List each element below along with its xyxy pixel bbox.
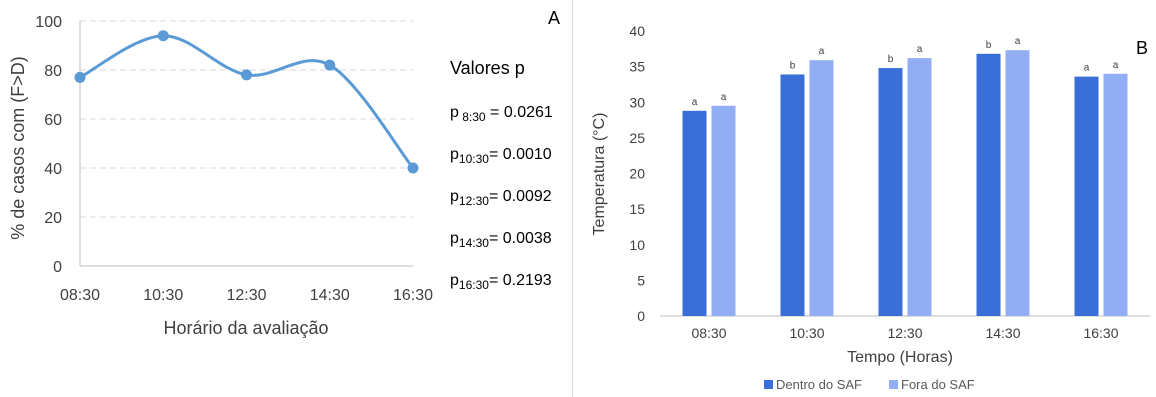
x-tick-label: 10:30 (143, 287, 183, 304)
x-tick-label: 14:30 (310, 287, 350, 304)
data-point (157, 30, 169, 42)
pvalue-value: = 0.0010 (488, 146, 552, 163)
y-tick-label: 80 (44, 63, 62, 80)
x-tick-label: 12:30 (887, 325, 922, 341)
panel-divider (572, 0, 573, 397)
pvalue-symbol: p (450, 188, 459, 205)
bar (1005, 50, 1030, 317)
y-tick-label: 10 (629, 237, 645, 253)
panel-label-a: A (548, 8, 561, 28)
y-axis-title: Temperatura (°C) (591, 113, 608, 236)
bar-letter-label: a (721, 92, 727, 103)
pvalue-time: 16:30 (458, 278, 489, 293)
y-tick-label: 20 (629, 166, 645, 182)
pvalue-time: 10:30 (458, 152, 489, 167)
pvalue-value: = 0.2193 (488, 272, 552, 289)
pvalue-item: p14:30= 0.0038 (450, 230, 552, 250)
bar-letter-label: b (986, 40, 992, 51)
panel-label-b: B (1136, 38, 1149, 58)
bar (682, 110, 707, 316)
pvalue-symbol: p (450, 104, 459, 121)
x-tick-label: 16:30 (393, 287, 433, 304)
pvalues-heading: Valores p (450, 58, 525, 78)
data-point (324, 59, 336, 71)
bar-letter-label: a (1015, 36, 1021, 47)
x-tick-label: 08:30 (60, 287, 100, 304)
bar-letter-label: b (790, 60, 796, 71)
data-point (241, 69, 252, 81)
x-tick-label: 16:30 (1083, 325, 1118, 341)
x-tick-label: 08:30 (691, 325, 726, 341)
bar-letter-label: a (917, 44, 923, 55)
x-axis-title: Tempo (Horas) (847, 349, 953, 366)
pvalue-item: p10:30= 0.0010 (450, 146, 552, 166)
x-axis-title: Horário da avaliação (163, 318, 328, 338)
bar-letter-label: a (1113, 60, 1119, 71)
pvalue-item: p 8:30 = 0.0261 (450, 104, 553, 124)
legend-label: Dentro do SAF (776, 377, 862, 392)
pvalue-symbol: p (450, 272, 459, 289)
y-tick-label: 40 (44, 161, 62, 178)
y-tick-label: 40 (629, 23, 645, 39)
legend-swatch (889, 380, 898, 389)
bar (1074, 76, 1099, 316)
bar (809, 60, 834, 317)
pvalue-value: = 0.0261 (485, 104, 553, 121)
y-tick-label: 60 (44, 112, 62, 129)
bar (1103, 73, 1128, 316)
y-tick-label: 15 (629, 201, 645, 217)
bar (878, 68, 903, 316)
x-tick-label: 14:30 (985, 325, 1020, 341)
data-point (74, 71, 86, 83)
x-tick-label: 12:30 (226, 287, 266, 304)
bar-letter-label: a (692, 97, 698, 108)
bar (711, 105, 736, 316)
pvalue-item: p12:30= 0.0092 (450, 188, 552, 208)
bar-letter-label: a (819, 46, 825, 57)
y-tick-label: 25 (629, 130, 645, 146)
y-tick-label: 0 (637, 308, 645, 324)
y-tick-label: 20 (44, 210, 62, 227)
y-tick-label: 30 (629, 94, 645, 110)
bar-letter-label: a (1084, 63, 1090, 74)
pvalue-symbol: p (450, 230, 459, 247)
bar (907, 58, 932, 316)
y-axis-title: % de casos com (F>D) (8, 56, 28, 240)
y-tick-label: 5 (637, 272, 645, 288)
pvalue-time: 14:30 (458, 236, 489, 251)
bar (780, 74, 805, 317)
pvalue-value: = 0.0092 (488, 188, 552, 205)
pvalue-item: p16:30= 0.2193 (450, 272, 552, 292)
y-tick-label: 35 (629, 59, 645, 75)
y-tick-label: 0 (53, 259, 62, 276)
bar (976, 53, 1001, 317)
y-tick-label: 100 (35, 14, 62, 31)
pvalue-time: 8:30 (458, 110, 486, 125)
data-point (407, 162, 419, 174)
x-tick-label: 10:30 (789, 325, 824, 341)
pvalue-value: = 0.0038 (488, 230, 552, 247)
pvalue-time: 12:30 (458, 194, 489, 209)
bar-letter-label: b (888, 54, 894, 65)
legend-swatch (764, 380, 773, 389)
legend-label: Fora do SAF (901, 377, 975, 392)
pvalue-symbol: p (450, 146, 459, 163)
